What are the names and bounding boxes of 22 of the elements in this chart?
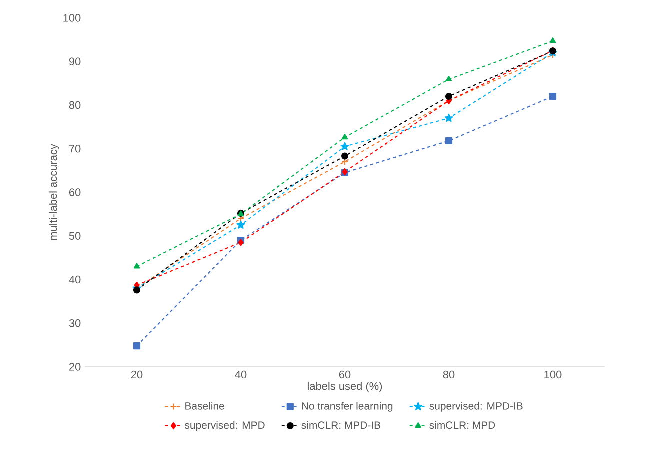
y-axis-title: multi-label accuracy [49,144,60,240]
y-tick-label: 20 [70,363,81,371]
x-tick-label: 100 [544,370,562,379]
legend-label: supervised: MPD [185,421,265,432]
y-tick-label: 90 [69,58,81,66]
y-tick-label: 40 [69,276,81,284]
x-axis-title: labels used (%) [308,382,382,392]
legend-label: simCLR: MPD-IB [302,421,380,430]
y-tick-label: 80 [69,101,81,110]
y-tick-label: 60 [70,188,81,196]
legend-label: No transfer learning [302,402,393,412]
x-tick-label: 40 [235,370,247,379]
x-tick-label: 20 [131,370,143,379]
legend-label: simCLR: MPD [430,421,496,430]
y-tick-label: 70 [70,145,81,153]
x-tick-label: 60 [339,370,351,379]
y-tick-label: 100 [64,14,81,22]
legend-label: Baseline [186,402,224,410]
legend-label: supervised: MPD-IB [430,402,523,412]
y-tick-label: 50 [69,232,81,240]
x-tick-label: 80 [443,370,455,379]
y-tick-label: 30 [69,320,81,328]
